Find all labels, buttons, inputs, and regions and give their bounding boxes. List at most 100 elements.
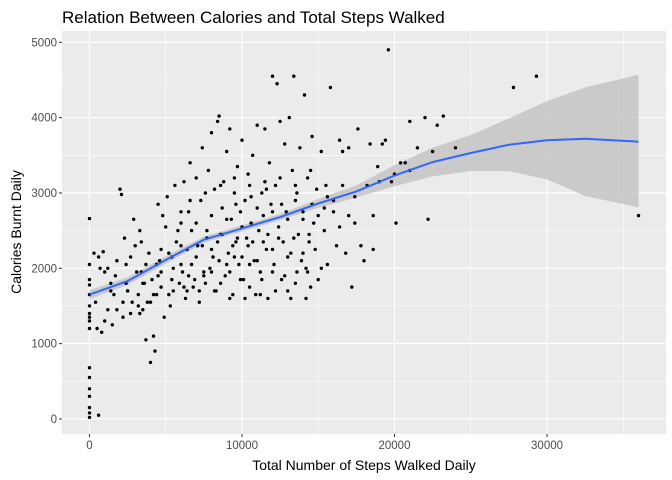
data-point <box>298 146 302 150</box>
data-point <box>308 285 313 289</box>
data-point <box>171 266 175 270</box>
data-point <box>264 247 269 252</box>
data-point <box>284 210 288 214</box>
data-point <box>290 168 294 173</box>
data-point <box>292 74 296 78</box>
data-point <box>144 262 148 267</box>
data-point <box>328 85 333 90</box>
data-point <box>194 176 198 180</box>
data-point <box>196 244 200 248</box>
data-point <box>235 164 240 169</box>
data-point <box>141 281 145 285</box>
data-point <box>270 210 275 214</box>
data-point <box>226 251 230 255</box>
confidence-band <box>89 74 639 300</box>
data-point <box>87 277 92 282</box>
data-point <box>319 266 323 270</box>
data-point <box>310 134 314 139</box>
data-point <box>234 240 238 244</box>
data-point <box>165 195 169 199</box>
data-point <box>189 228 194 233</box>
data-point <box>287 115 291 120</box>
data-point <box>334 244 339 248</box>
data-point <box>371 247 375 252</box>
data-point <box>148 300 153 304</box>
data-point <box>186 210 191 214</box>
data-point <box>279 202 284 206</box>
data-point <box>441 114 445 118</box>
data-point <box>296 232 301 237</box>
data-point <box>232 255 237 259</box>
data-point <box>154 292 159 297</box>
data-point <box>156 274 160 278</box>
data-point <box>128 255 133 259</box>
data-point <box>286 255 290 259</box>
data-point <box>228 127 232 131</box>
data-point <box>188 198 192 203</box>
data-point <box>185 289 189 293</box>
data-point <box>243 198 247 203</box>
data-point <box>138 311 142 316</box>
data-point <box>249 195 253 199</box>
data-point <box>197 289 201 293</box>
data-point <box>267 161 272 165</box>
data-point <box>151 334 156 338</box>
data-point <box>286 289 290 293</box>
data-point <box>251 153 255 157</box>
data-point <box>322 228 326 233</box>
data-point <box>87 326 92 331</box>
data-point <box>337 225 342 229</box>
data-point <box>217 259 221 263</box>
data-point <box>87 311 92 316</box>
data-point <box>240 255 244 259</box>
x-axis-title: Total Number of Steps Walked Daily <box>252 457 476 473</box>
data-point <box>193 277 197 282</box>
data-point <box>279 277 284 282</box>
data-point <box>209 247 214 252</box>
data-point <box>278 119 282 124</box>
data-point <box>209 270 214 274</box>
data-point <box>257 228 261 233</box>
data-point <box>353 221 357 225</box>
data-point <box>115 259 119 263</box>
data-point <box>426 217 430 221</box>
data-point <box>234 202 238 206</box>
data-point <box>212 289 217 293</box>
data-point <box>145 300 150 304</box>
data-point <box>159 270 163 274</box>
data-point <box>302 93 307 97</box>
data-point <box>171 289 175 293</box>
data-point <box>182 180 186 184</box>
data-points <box>87 48 641 420</box>
data-point <box>260 191 264 195</box>
data-point <box>301 251 305 255</box>
data-point <box>136 304 140 308</box>
data-point <box>92 251 96 255</box>
data-point <box>272 262 276 267</box>
data-point <box>103 270 107 274</box>
data-point <box>263 180 267 184</box>
data-point <box>331 210 336 214</box>
data-point <box>218 281 223 285</box>
data-point <box>125 289 130 293</box>
data-point <box>295 270 299 274</box>
data-point <box>415 146 420 150</box>
data-point <box>176 228 180 233</box>
x-tick-label: 30000 <box>531 440 563 452</box>
data-point <box>115 308 119 312</box>
data-point <box>251 240 255 244</box>
data-point <box>200 146 204 150</box>
data-point <box>430 149 435 154</box>
data-point <box>87 262 92 267</box>
data-point <box>144 338 148 342</box>
data-point <box>228 270 232 274</box>
data-point <box>403 161 407 165</box>
data-point <box>435 123 439 127</box>
data-point <box>136 292 140 297</box>
data-point <box>164 225 168 229</box>
data-point <box>177 281 182 285</box>
data-point <box>148 360 153 365</box>
data-point <box>151 292 156 297</box>
data-point <box>453 146 458 150</box>
data-point <box>147 251 151 255</box>
